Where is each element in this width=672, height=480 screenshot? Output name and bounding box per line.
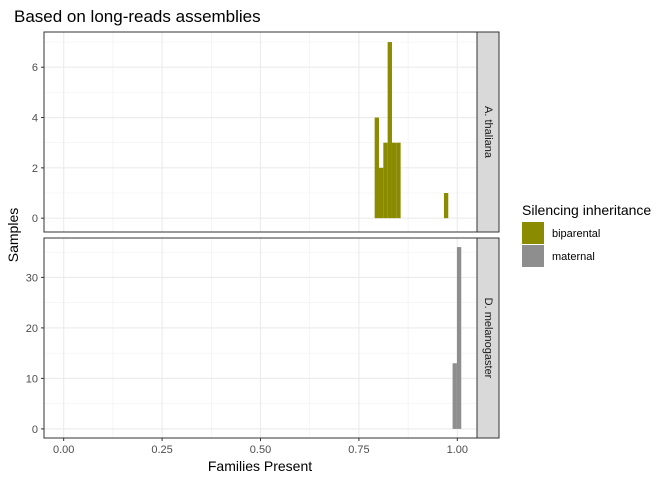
facet-strip <box>476 237 500 439</box>
x-axis-title: Families Present <box>208 458 312 474</box>
facet-strip-label: D. melanogaster <box>482 298 494 379</box>
facet-strip-label: A. thaliana <box>482 106 494 159</box>
facet-strip <box>476 31 500 233</box>
y-tick-label: 30 <box>26 272 38 284</box>
x-tick-label: 0.00 <box>53 444 74 456</box>
histogram-bar-maternal <box>452 363 457 429</box>
legend-key-biparental <box>522 222 544 244</box>
histogram-bar-biparental <box>396 142 401 219</box>
y-tick-label: 0 <box>32 213 38 225</box>
y-tick-label: 10 <box>26 373 38 385</box>
histogram-bar-biparental <box>374 117 379 219</box>
chart-title: Based on long-reads assemblies <box>14 7 261 26</box>
legend-title: Silencing inheritance <box>522 202 651 218</box>
y-axis-title: Samples <box>5 208 21 262</box>
y-tick-label: 0 <box>32 424 38 436</box>
y-tick-label: 4 <box>32 113 38 125</box>
legend-label-biparental: biparental <box>552 228 600 240</box>
x-tick-label: 0.50 <box>250 444 271 456</box>
panel-a-thaliana: A. thaliana 0 2 4 6 <box>32 31 500 233</box>
legend-label-maternal: maternal <box>552 251 595 263</box>
y-tick-label: 6 <box>32 62 38 74</box>
histogram-bar-biparental <box>443 193 449 219</box>
y-tick-label: 2 <box>32 163 38 175</box>
x-tick-label: 0.25 <box>151 444 172 456</box>
histogram-bar-biparental <box>378 167 384 219</box>
legend-key-maternal <box>522 245 544 267</box>
x-tick-label: 0.75 <box>348 444 369 456</box>
y-tick-label: 20 <box>26 323 38 335</box>
x-tick-label: 1.00 <box>447 444 468 456</box>
histogram-bar-maternal <box>456 247 462 429</box>
facet-panels: A. thaliana 0 2 4 6 D. melanogaster 0 10 20 30 0.0… <box>26 31 500 456</box>
legend: Silencing inheritance biparental materna… <box>522 202 651 267</box>
panel-d-melanogaster: D. melanogaster 0 10 20 30 0.00 0.25 0.50 0.75 1.… <box>26 237 500 456</box>
histogram-bar-biparental <box>387 42 392 219</box>
histogram-bar-biparental <box>383 142 388 219</box>
histogram-bar-biparental <box>391 142 397 219</box>
